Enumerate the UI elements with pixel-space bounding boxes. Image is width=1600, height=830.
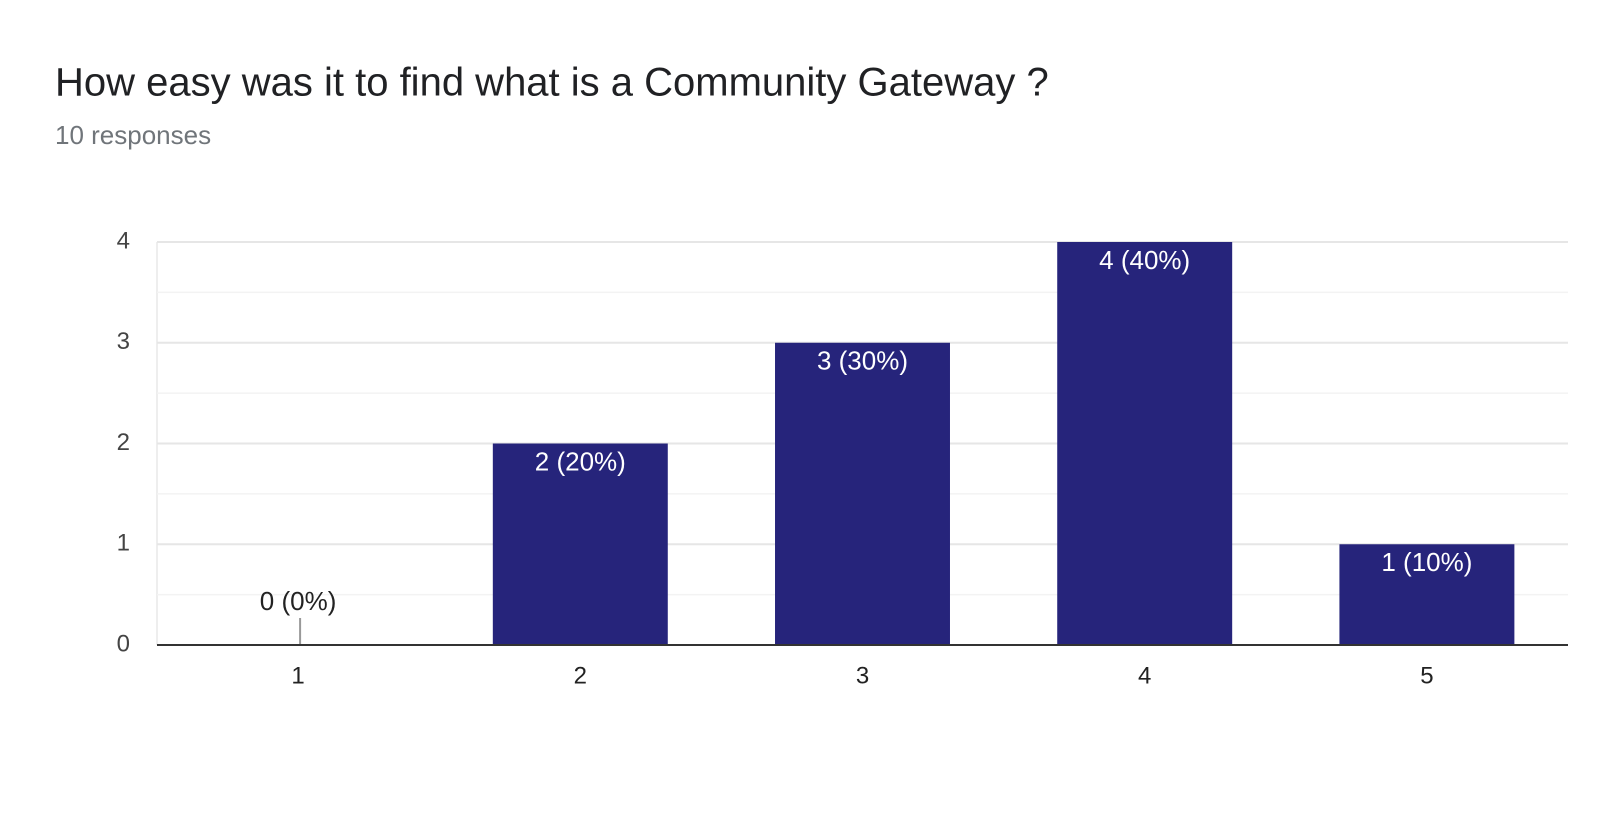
- y-tick-label: 2: [117, 429, 130, 456]
- bar: [775, 342, 950, 645]
- y-tick-label: 0: [117, 630, 130, 657]
- x-tick-label: 5: [1420, 662, 1433, 689]
- y-tick-label: 1: [117, 530, 130, 557]
- bar: [492, 443, 668, 645]
- chart-subtitle: 10 responses: [55, 120, 211, 150]
- value-label: 1 (10%): [1381, 547, 1472, 577]
- x-tick-label: 1: [291, 662, 304, 689]
- y-tick-label: 3: [117, 328, 130, 355]
- value-label: 4 (40%): [1099, 245, 1190, 275]
- x-tick-label: 3: [856, 662, 869, 689]
- x-tick-label: 4: [1138, 662, 1151, 689]
- chart-title: How easy was it to find what is a Commun…: [55, 61, 1049, 105]
- value-label: 2 (20%): [535, 446, 626, 476]
- y-tick-label: 4: [117, 227, 130, 254]
- value-label: 3 (30%): [817, 346, 908, 376]
- x-tick-label: 2: [574, 662, 587, 689]
- bar: [1339, 544, 1515, 645]
- value-label: 0 (0%): [260, 586, 337, 616]
- bar: [1057, 242, 1233, 645]
